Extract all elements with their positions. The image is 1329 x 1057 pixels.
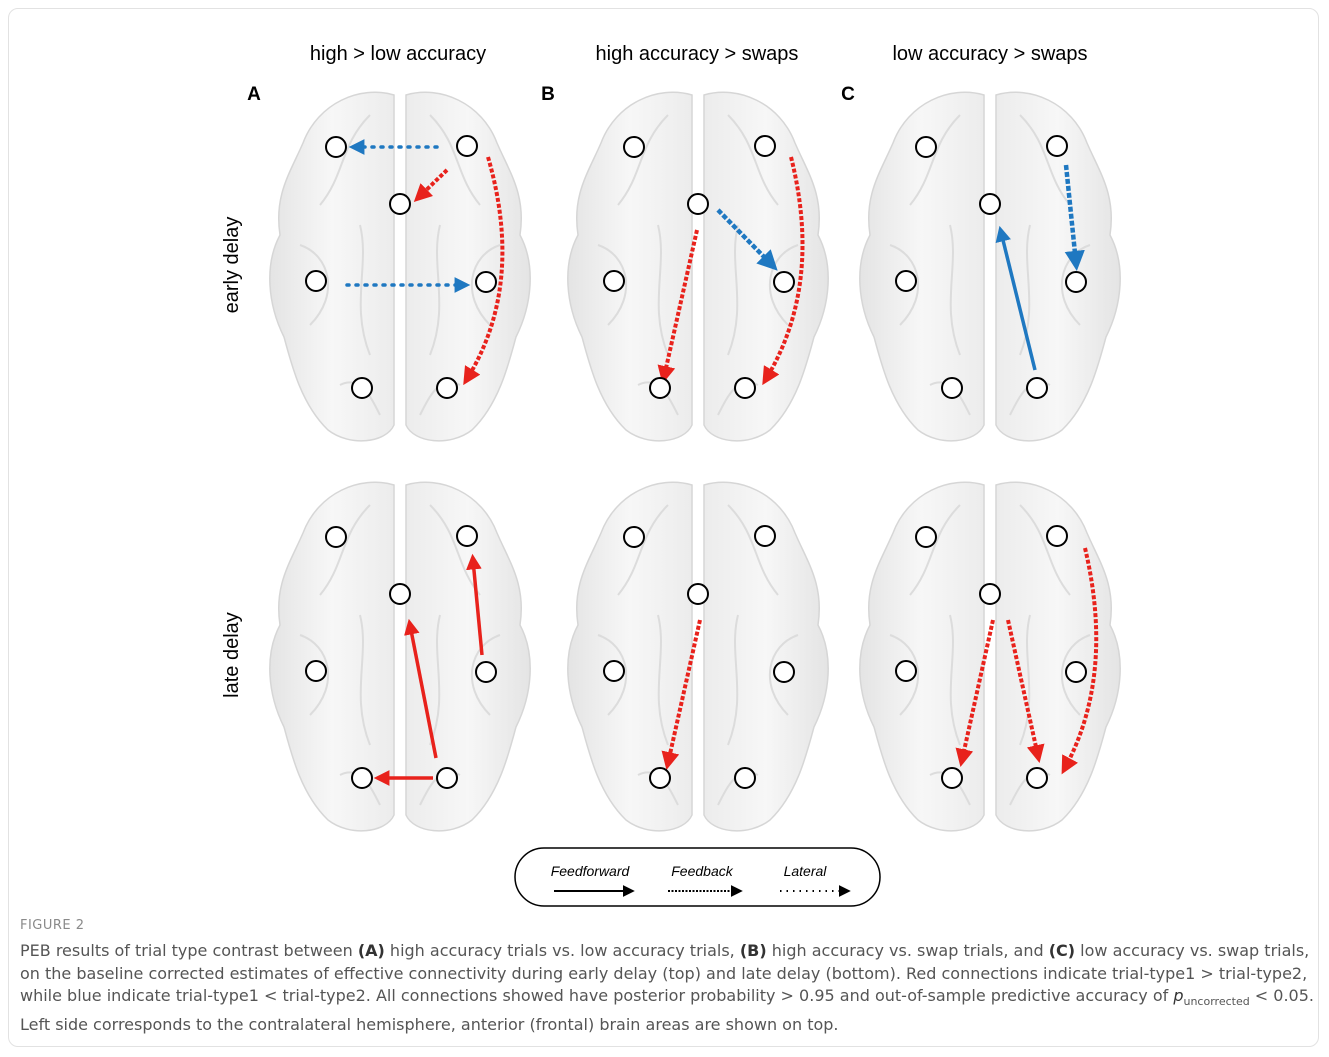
brain-region-node (390, 584, 410, 604)
legend-label: Feedforward (551, 863, 631, 879)
brain-panel (568, 92, 828, 441)
brain-region-node (457, 526, 477, 546)
caption-panel-ref: (C) (1049, 941, 1075, 960)
caption-panel-ref: (A) (358, 941, 385, 960)
caption-text: high accuracy trials vs. low accuracy tr… (385, 941, 740, 960)
column-header: high accuracy > swaps (596, 43, 799, 65)
brain-region-node (624, 137, 644, 157)
brain-region-node (896, 271, 916, 291)
brain-region-node (896, 661, 916, 681)
brain-region-node (688, 584, 708, 604)
caption-symbol: p (1173, 986, 1183, 1005)
brain-panel (568, 482, 828, 831)
brain-region-node (916, 137, 936, 157)
brain-region-node (1066, 272, 1086, 292)
brain-region-node (688, 194, 708, 214)
brain-region-node (1047, 136, 1067, 156)
brain-region-node (326, 527, 346, 547)
brain-region-node (476, 662, 496, 682)
brain-panel (270, 482, 530, 831)
brain-region-node (326, 137, 346, 157)
brain-region-node (942, 378, 962, 398)
brain-region-node (774, 272, 794, 292)
brain-region-node (437, 768, 457, 788)
brain-panel (270, 92, 530, 441)
row-label: early delay (221, 217, 243, 314)
brain-region-node (306, 271, 326, 291)
brain-region-node (735, 378, 755, 398)
legend-label: Feedback (671, 863, 733, 879)
brain-region-node (352, 768, 372, 788)
brain-region-node (916, 527, 936, 547)
brain-region-node (650, 768, 670, 788)
brain-region-node (624, 527, 644, 547)
brain-region-node (774, 662, 794, 682)
caption-text: high accuracy vs. swap trials, and (767, 941, 1049, 960)
row-label: late delay (221, 612, 243, 698)
brain-region-node (1027, 768, 1047, 788)
brain-panel (860, 92, 1120, 441)
brain-region-node (457, 136, 477, 156)
brain-region-node (306, 661, 326, 681)
brain-region-node (1027, 378, 1047, 398)
brain-panels (270, 92, 1120, 831)
caption-text: PEB results of trial type contrast betwe… (20, 941, 358, 960)
panel-label: C (841, 84, 855, 105)
brain-region-node (942, 768, 962, 788)
panel-label: B (541, 84, 555, 105)
brain-region-node (390, 194, 410, 214)
figure-graphic: high > low accuracy high accuracy > swap… (0, 0, 1329, 915)
brain-region-node (980, 584, 1000, 604)
caption-subscript: uncorrected (1183, 995, 1249, 1008)
caption: PEB results of trial type contrast betwe… (20, 940, 1315, 1036)
brain-region-node (755, 526, 775, 546)
brain-panel (860, 482, 1120, 831)
column-header: low accuracy > swaps (892, 43, 1087, 65)
brain-region-node (1066, 662, 1086, 682)
figure-label: FIGURE 2 (20, 918, 85, 933)
brain-region-node (1047, 526, 1067, 546)
legend: Feedforward Feedback Lateral (515, 848, 880, 906)
caption-panel-ref: (B) (740, 941, 767, 960)
brain-region-node (650, 378, 670, 398)
legend-label: Lateral (784, 863, 828, 879)
brain-region-node (735, 768, 755, 788)
brain-region-node (476, 272, 496, 292)
brain-region-node (437, 378, 457, 398)
column-header: high > low accuracy (310, 43, 486, 65)
brain-region-node (352, 378, 372, 398)
brain-region-node (755, 136, 775, 156)
brain-region-node (980, 194, 1000, 214)
brain-region-node (604, 271, 624, 291)
page: high > low accuracy high accuracy > swap… (0, 0, 1329, 1057)
panel-label: A (247, 84, 261, 105)
brain-region-node (604, 661, 624, 681)
